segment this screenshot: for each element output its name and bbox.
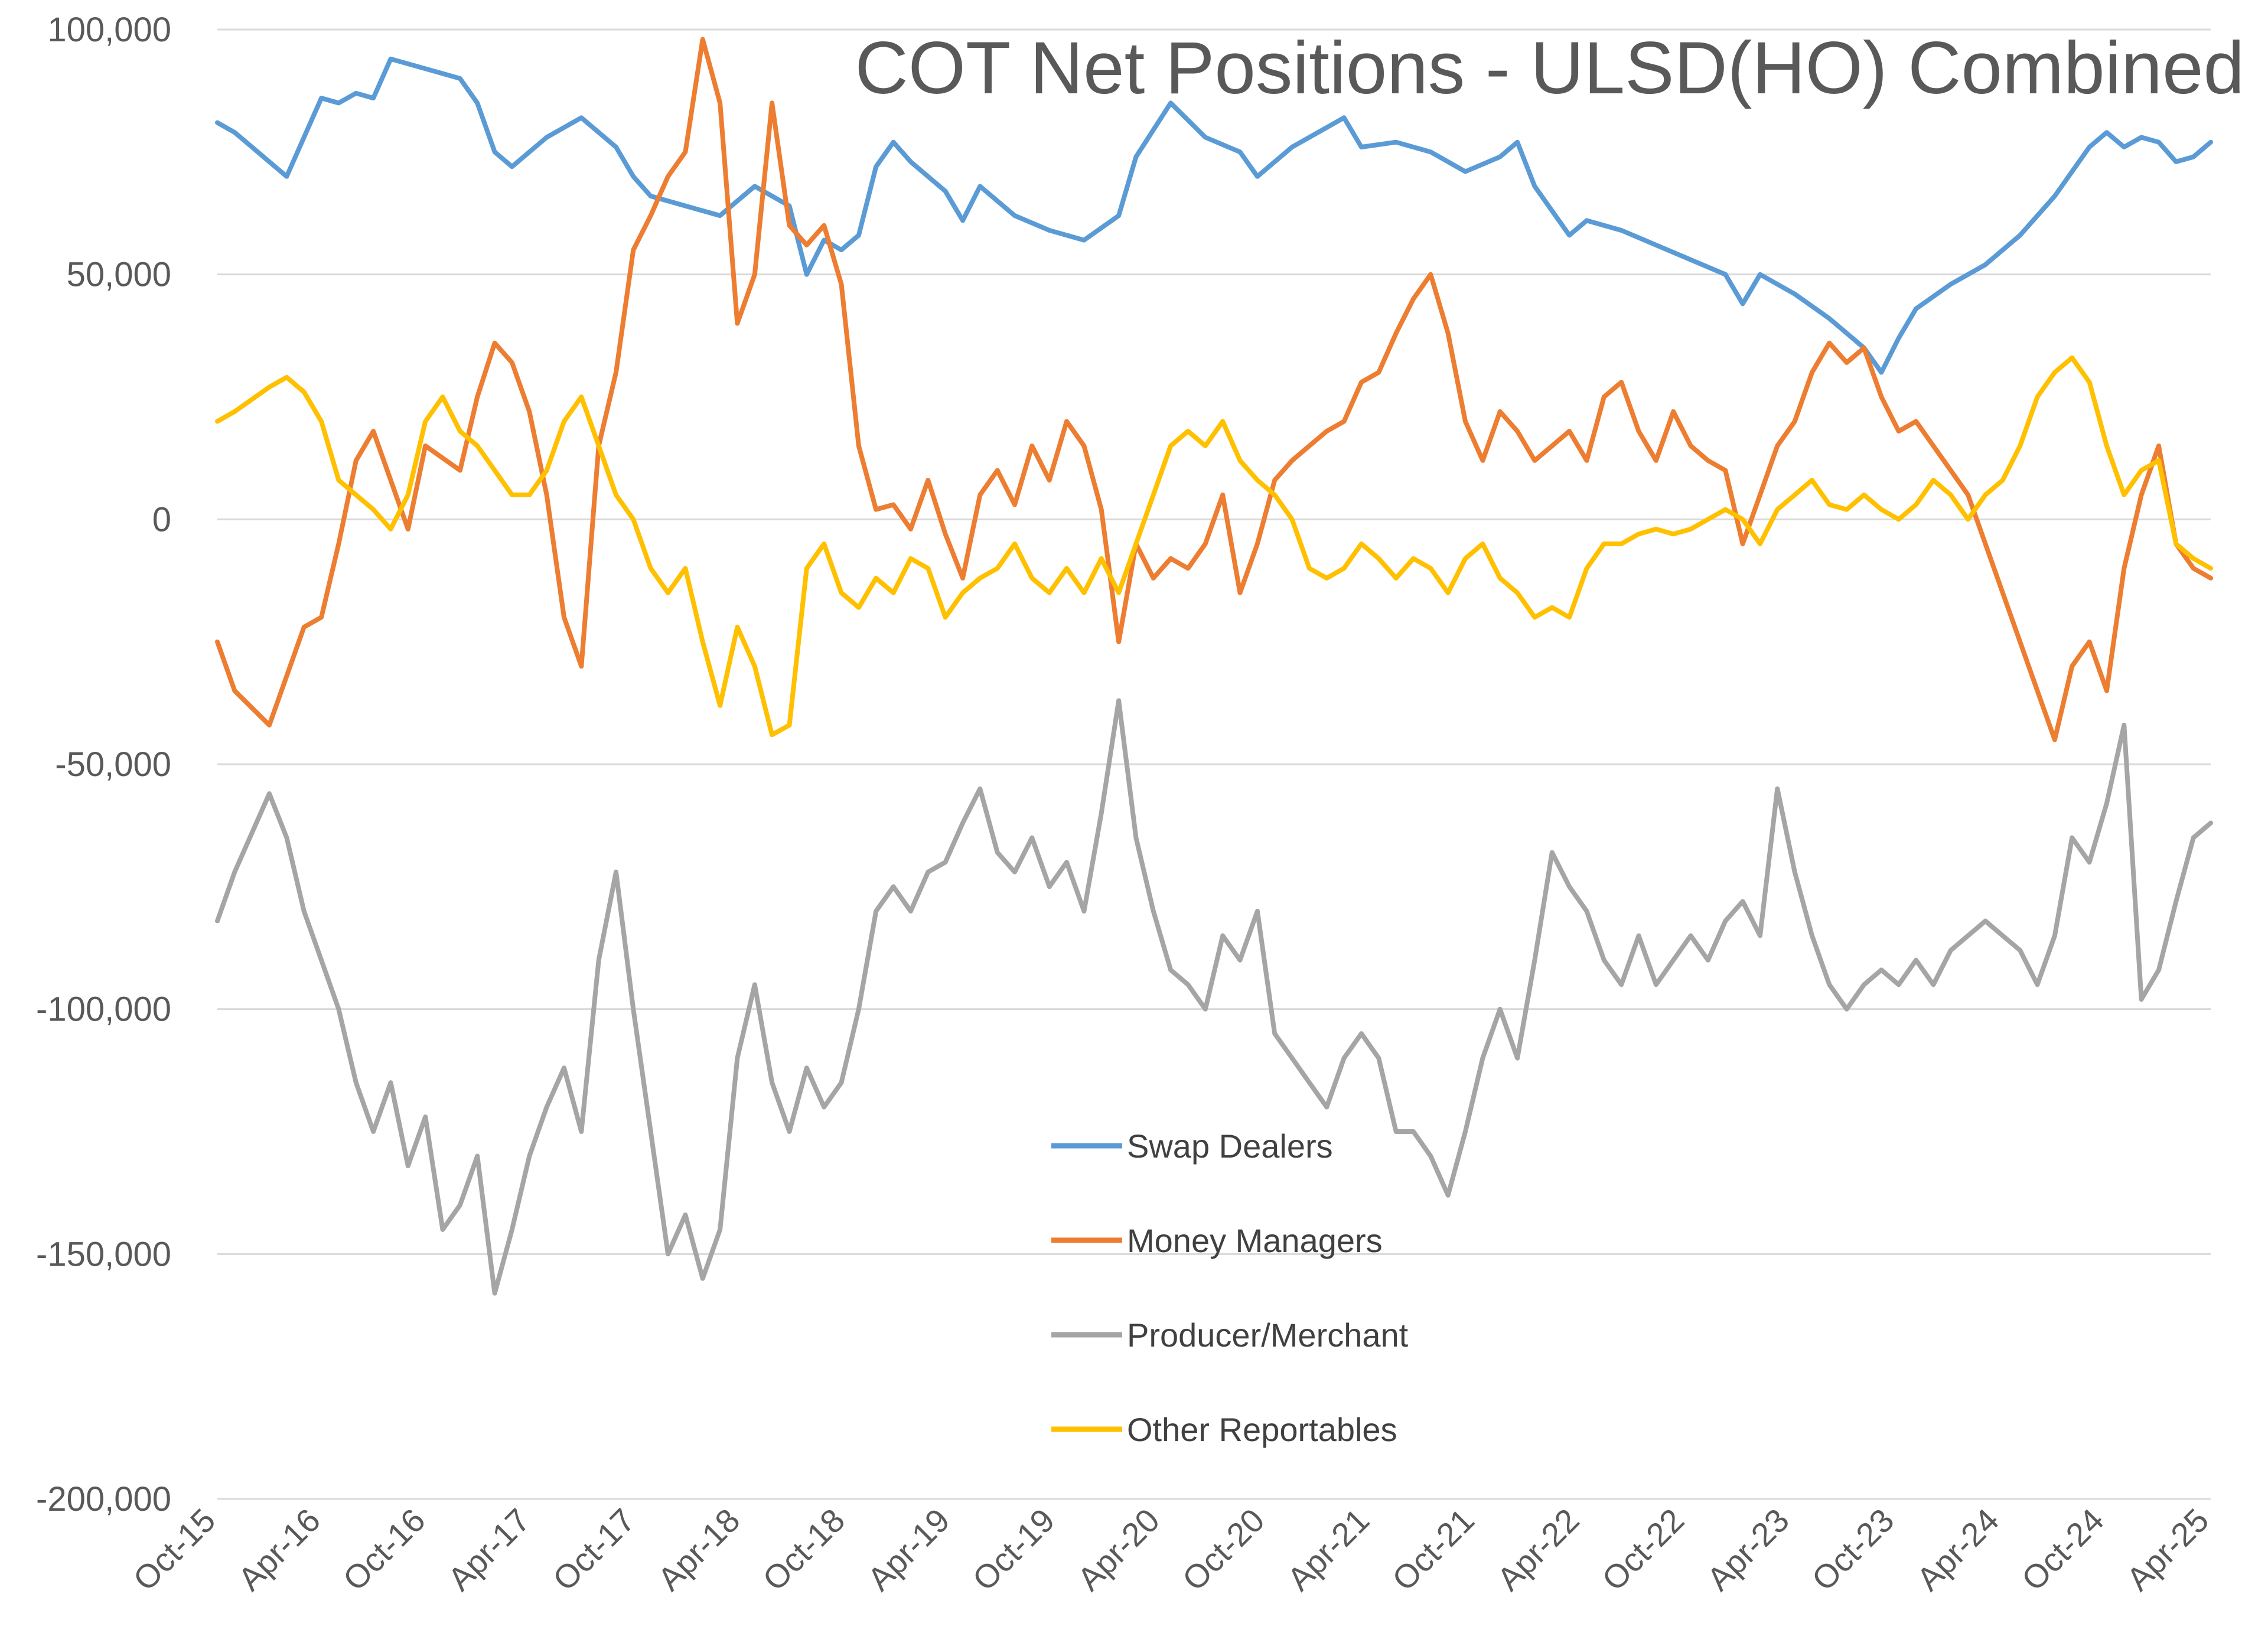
x-tick-label: Oct-23 (1804, 1501, 1901, 1598)
x-tick-label: Apr-21 (1280, 1501, 1376, 1598)
x-tick-label: Oct-22 (1595, 1501, 1691, 1598)
chart-title: COT Net Positions - ULSD(HO) Combined (855, 27, 2244, 109)
x-tick-label: Apr-17 (441, 1501, 537, 1598)
legend: Swap Dealers Money Managers Producer/Merch… (1051, 1127, 1409, 1448)
x-tick-label: Oct-20 (1175, 1501, 1271, 1598)
series-lines (215, 37, 2213, 1296)
series-line-money-managers (215, 37, 2213, 742)
x-axis-tick-labels: Oct-15 Apr-16 Oct-16 Apr-17 Oct-17 Apr-18 Oct-… (126, 1501, 2215, 1598)
series-line-other-reportables (215, 355, 2213, 738)
legend-label: Other Reportables (1127, 1411, 1397, 1448)
y-tick-label: -50,000 (55, 745, 171, 784)
x-tick-label: Oct-16 (335, 1501, 432, 1598)
y-axis-tick-labels: 100,000 50,000 0 -50,000 -100,000 -150,000 -20… (36, 11, 171, 1518)
x-tick-label: Apr-24 (1909, 1501, 2006, 1598)
x-tick-label: Apr-22 (1490, 1501, 1586, 1598)
y-tick-label: 50,000 (67, 256, 171, 294)
y-tick-label: 0 (152, 500, 171, 539)
x-tick-label: Oct-19 (965, 1501, 1061, 1598)
x-tick-label: Apr-23 (1700, 1501, 1796, 1598)
legend-label: Swap Dealers (1127, 1127, 1333, 1165)
x-tick-label: Apr-25 (2119, 1501, 2215, 1598)
x-tick-label: Apr-16 (231, 1501, 327, 1598)
y-tick-label: 100,000 (47, 11, 171, 49)
series-line-swap-dealers (215, 56, 2213, 375)
series-line-producer-merchant (215, 698, 2213, 1296)
legend-label: Producer/Merchant (1127, 1316, 1409, 1354)
y-tick-label: -100,000 (36, 990, 171, 1029)
x-tick-label: Apr-18 (650, 1501, 747, 1598)
y-tick-label: -200,000 (36, 1480, 171, 1518)
y-tick-label: -150,000 (36, 1235, 171, 1273)
x-tick-label: Oct-24 (2014, 1501, 2110, 1598)
x-tick-label: Apr-19 (860, 1501, 956, 1598)
x-tick-label: Oct-21 (1385, 1501, 1481, 1598)
x-tick-label: Oct-17 (546, 1501, 642, 1598)
x-tick-label: Oct-18 (755, 1501, 852, 1598)
gridlines (217, 28, 2211, 1500)
legend-label: Money Managers (1127, 1222, 1383, 1259)
x-tick-label: Apr-20 (1070, 1501, 1166, 1598)
